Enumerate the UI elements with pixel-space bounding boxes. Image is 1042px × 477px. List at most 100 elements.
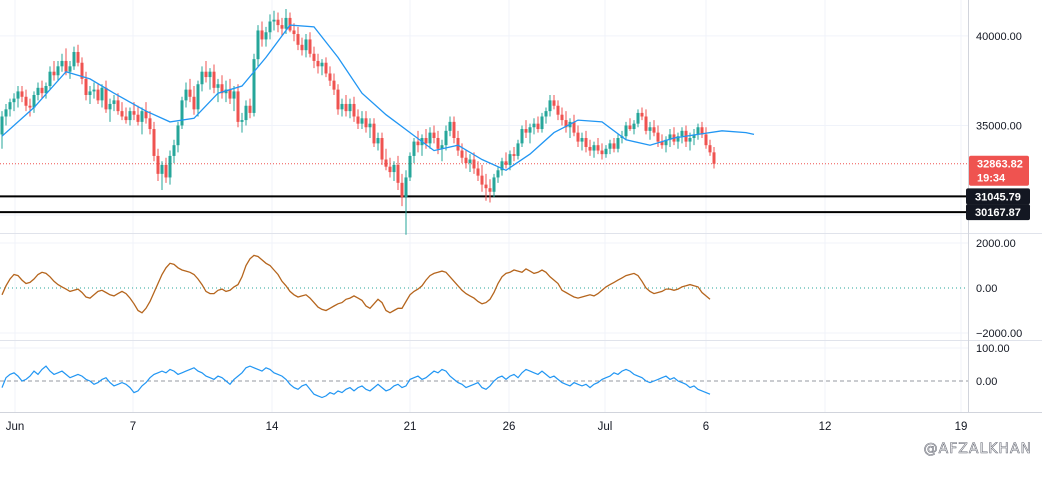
candle-body	[332, 80, 336, 90]
candle-body	[244, 105, 248, 121]
candle-body	[308, 39, 312, 54]
candle-body	[72, 51, 76, 67]
candle-body	[232, 91, 236, 99]
candle-body	[352, 103, 356, 117]
candle-body	[316, 60, 320, 67]
candle-body	[344, 103, 348, 112]
candle-body	[536, 123, 540, 130]
candle-body	[700, 127, 704, 135]
candle-body	[44, 86, 48, 94]
price-tick-label: −2000.00	[976, 328, 1022, 340]
candle-body	[440, 145, 444, 149]
date-tick-label: 26	[503, 421, 516, 433]
candle-body	[416, 141, 420, 146]
candle-body	[376, 138, 380, 144]
candle-body	[336, 89, 340, 110]
candle-body	[448, 121, 452, 131]
price-tick-label: 0.00	[976, 283, 997, 295]
candle-body	[204, 71, 208, 78]
candle-body	[124, 116, 128, 121]
candle-body	[180, 100, 184, 126]
candle-body	[292, 30, 296, 35]
candle-body	[40, 87, 44, 94]
candle-body	[512, 154, 516, 156]
price-tick-label: 100.00	[976, 343, 1010, 355]
date-tick-label: 19	[955, 421, 968, 433]
candle-body	[312, 53, 316, 61]
candle-body	[360, 118, 364, 124]
candle-body	[364, 118, 368, 128]
candle-body	[452, 121, 456, 139]
candle-body	[220, 84, 224, 94]
candle-body	[268, 21, 272, 33]
candle-body	[92, 89, 96, 92]
oscillator-2-line	[1, 365, 711, 399]
candle-body	[584, 138, 588, 147]
candle-body	[140, 111, 144, 122]
candle-body	[200, 71, 204, 85]
candle-body	[152, 129, 156, 156]
candle-body	[544, 111, 548, 117]
candle-body	[504, 161, 508, 165]
horizontal-levels[interactable]	[0, 195, 968, 214]
candle-body	[388, 166, 392, 173]
candle-body	[368, 123, 372, 128]
candle-body	[248, 105, 252, 113]
candle-body	[696, 127, 700, 135]
candle-body	[24, 96, 28, 106]
candle-body	[664, 139, 668, 146]
candle-body	[148, 118, 152, 130]
candle-body	[616, 138, 620, 149]
date-tick-label: Jun	[6, 421, 25, 433]
candle-body	[0, 116, 4, 135]
oscillator-1-panel[interactable]	[0, 254, 968, 314]
date-tick-label: 14	[266, 421, 279, 433]
price-badges: 32863.82 19:34 31045.79 30167.87	[966, 155, 1030, 221]
candle-body	[668, 134, 672, 140]
candle-body	[228, 89, 232, 99]
date-tick-label: 12	[819, 421, 832, 433]
candle-body	[384, 159, 388, 167]
candle-body	[572, 121, 576, 133]
candle-body	[284, 17, 288, 29]
candle-body	[424, 138, 428, 144]
candle-body	[56, 66, 60, 76]
oscillator-1-line	[1, 254, 711, 314]
candle-body	[560, 114, 564, 121]
candle-body	[632, 123, 636, 130]
candle-body	[348, 103, 352, 112]
price-tick-label: 2000.00	[976, 238, 1016, 250]
candle-body	[236, 91, 240, 122]
candle-body	[688, 138, 692, 142]
candle-body	[176, 125, 180, 146]
candle-body	[296, 34, 300, 45]
candle-body	[136, 114, 140, 122]
candle-body	[300, 44, 304, 51]
candle-body	[676, 136, 680, 142]
candle-body	[372, 123, 376, 144]
candle-body	[412, 141, 416, 156]
price-panel[interactable]	[0, 8, 968, 235]
candle-body	[240, 120, 244, 122]
candle-body	[252, 59, 256, 113]
candle-body	[276, 19, 280, 26]
candle-body	[16, 91, 20, 99]
candle-body	[64, 60, 68, 72]
candle-body	[624, 125, 628, 137]
price-axis[interactable]: 40000.00 35000.00 2000.00 0.00 −2000.00 100.0…	[976, 31, 1022, 388]
candle-body	[400, 182, 404, 198]
candle-body	[188, 89, 192, 97]
candle-body	[32, 94, 36, 108]
candle-body	[76, 51, 80, 63]
candle-body	[540, 116, 544, 130]
watermark-text: @AFZALKHAN	[923, 441, 1032, 458]
time-axis[interactable]: Jun 7 14 21 26 Jul 6 12 19	[6, 421, 968, 433]
candle-body	[456, 138, 460, 151]
candle-body	[644, 116, 648, 131]
candle-body	[680, 130, 684, 137]
candle-body	[196, 84, 200, 110]
candle-body	[636, 112, 640, 124]
oscillator-2-panel[interactable]	[0, 365, 968, 399]
candle-body	[120, 111, 124, 117]
